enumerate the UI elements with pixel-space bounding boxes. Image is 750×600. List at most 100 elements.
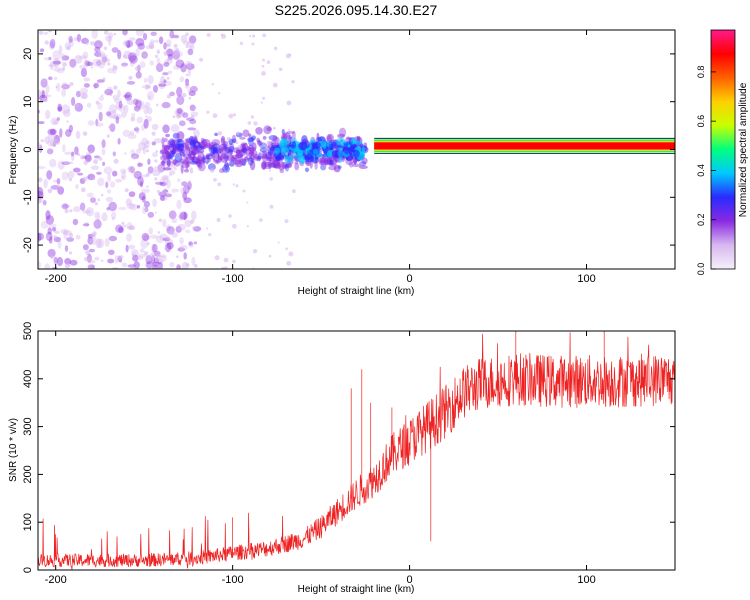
spectrogram-dot (180, 248, 183, 251)
spectrogram-blob (53, 256, 58, 265)
spectrogram-dot (242, 189, 246, 193)
spectrogram-blob (182, 185, 190, 195)
spectrogram-blob (271, 160, 281, 169)
spectrogram-blob (328, 143, 334, 149)
spectrogram-blob (53, 179, 58, 183)
spectrogram-dot (83, 160, 88, 165)
spectrogram-dot (268, 254, 272, 258)
spectrogram-blob (38, 142, 41, 147)
spectrogram-blob (57, 160, 65, 170)
spectrogram-blob (219, 168, 225, 174)
spectrogram-blob (85, 61, 94, 67)
spectrogram-blob (129, 55, 138, 64)
spectrogram-blob (261, 154, 268, 163)
spectrogram-blob (332, 150, 340, 158)
spectrogram-blob (248, 147, 254, 158)
spectrogram-dot (157, 50, 160, 54)
spectrogram-dot (93, 159, 99, 165)
spectrogram-blob (94, 256, 100, 261)
spectrogram-blob (162, 80, 172, 86)
spectrogram-blob (266, 126, 272, 132)
spectrogram-dot (206, 110, 210, 114)
spectrogram-blob (188, 135, 195, 146)
spectrogram-dot (291, 80, 295, 84)
spectrogram-dot (288, 251, 294, 257)
spectrogram-blob (185, 229, 191, 234)
spectrogram-dot (155, 103, 159, 107)
spectrogram-blob (359, 165, 368, 169)
spectrogram-blob (294, 162, 300, 171)
spectrogram-blob (304, 167, 310, 173)
spectrogram-blob (87, 144, 95, 154)
spectrogram-blob (158, 83, 167, 87)
spectrogram-blob (162, 144, 168, 151)
spectrogram-dot (38, 177, 43, 183)
spectrogram-blob (80, 67, 87, 78)
spectrogram-blob (111, 217, 115, 221)
spectrogram-blob (135, 48, 140, 57)
spectrogram-dot (60, 205, 64, 208)
spectrogram-dot (194, 264, 198, 268)
spectrogram-blob (156, 63, 164, 73)
spectrogram-blob (124, 40, 134, 48)
spectrogram-dot (176, 113, 182, 119)
spectrogram-blob (137, 162, 144, 167)
colorbar-gradient (710, 29, 736, 270)
spectrogram-blob (108, 235, 118, 242)
spectrogram-blob (174, 152, 183, 163)
spectrogram-dot (103, 46, 108, 50)
spectrogram-dot (246, 225, 249, 228)
spectrogram-dot (212, 113, 218, 119)
spectrogram-blob (56, 256, 64, 267)
spectrogram-dot (149, 44, 155, 50)
spectrogram-blob (52, 67, 62, 72)
spectrogram-blob (174, 108, 184, 117)
colorbar-tick-label: 0.4 (696, 164, 706, 177)
spectrogram-dot (57, 185, 61, 189)
spectrogram-blob (138, 141, 146, 151)
spectrogram-blob (101, 139, 106, 149)
spectrogram-blob (108, 201, 117, 212)
spectrogram-blob (229, 160, 235, 167)
spectrogram-blob (128, 37, 136, 41)
spectrogram-dot (217, 182, 222, 187)
spectrogram-dot (269, 204, 274, 209)
spectrogram-dot (232, 259, 236, 264)
spectrogram-blobs (38, 30, 369, 269)
spectrogram-blob (127, 264, 137, 268)
spectrogram-blob (115, 178, 123, 183)
spectrogram-dot (272, 126, 276, 130)
spectrogram-blob (105, 181, 109, 189)
spectrogram-blob (97, 58, 106, 69)
spectrogram-dot (232, 183, 235, 186)
spectrogram-dot (154, 177, 158, 181)
spectrogram-dot (190, 243, 194, 246)
spectrogram-dot (211, 83, 214, 86)
spectrogram-blob (268, 160, 272, 170)
spectrogram-blob (159, 195, 165, 202)
spectrogram-dot (166, 236, 171, 241)
spectrogram-blob (175, 225, 182, 233)
spectrogram-blob (169, 139, 175, 147)
spectrogram-blob (118, 226, 124, 234)
spectrogram-blob (169, 170, 176, 175)
spectrogram-blob (48, 56, 52, 61)
spectrogram-blob (132, 266, 138, 269)
spectrogram-blob (136, 205, 141, 209)
spectrogram-blob (83, 59, 88, 70)
spectrogram-blob (39, 90, 48, 99)
spectrogram-dot (94, 202, 98, 206)
spectrogram-blob (112, 94, 119, 101)
spectrogram-blob (327, 158, 333, 166)
spectrogram-dot (64, 209, 69, 214)
spectrogram-blob (140, 124, 146, 131)
spectrogram-blob (159, 177, 166, 186)
spectrogram-dot (286, 100, 292, 106)
spectrogram-dot (108, 125, 111, 129)
spectrogram-blob (126, 81, 136, 85)
spectrogram-dot (134, 66, 140, 71)
spectrogram-dot (61, 66, 66, 71)
spectrogram-blob (193, 226, 202, 232)
spectrogram-blob (84, 154, 92, 163)
spectrogram-blob (143, 77, 148, 83)
